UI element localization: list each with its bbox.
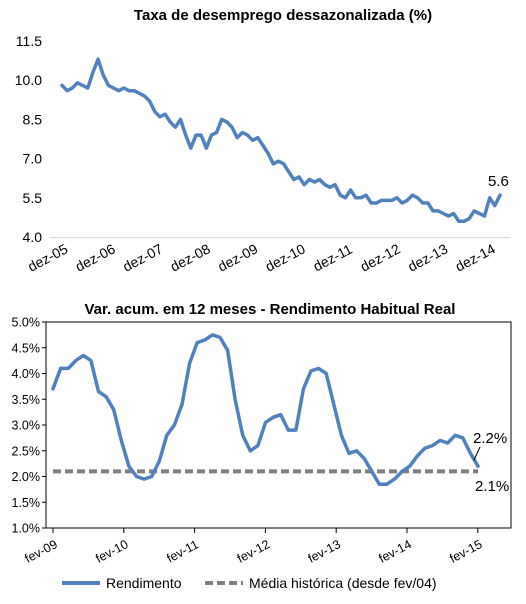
income-y-tick: 1.5%	[12, 496, 41, 510]
unemployment-chart: Taxa de desemprego dessazonalizada (%) 4…	[15, 7, 510, 275]
unemployment-x-tick: dez-05	[25, 240, 70, 274]
unemployment-line	[60, 57, 502, 224]
unemployment-y-tick: 10.0	[15, 72, 42, 88]
unemployment-series	[60, 57, 502, 224]
income-legend: Rendimento Média histórica (desde fev/04…	[62, 575, 437, 591]
unemployment-x-tick: dez-12	[357, 240, 402, 274]
unemployment-x-tick: dez-09	[215, 240, 260, 274]
unemployment-y-tick: 7.0	[23, 151, 43, 167]
income-x-tick: fev-10	[93, 537, 130, 566]
unemployment-y-tick: 11.5	[16, 33, 42, 49]
income-x-tick: fev-13	[306, 537, 343, 566]
income-y-tick: 2.0%	[12, 470, 41, 484]
income-y-tick: 4.5%	[12, 341, 41, 355]
unemployment-x-tick: dez-10	[262, 240, 307, 274]
income-y-tick: 1.0%	[12, 522, 41, 536]
income-y-tick: 3.5%	[12, 393, 41, 407]
income-y-tick: 4.0%	[12, 367, 41, 381]
income-x-tick: fev-09	[22, 537, 59, 566]
unemployment-y-tick: 5.5	[23, 190, 43, 206]
income-average-label: 2.1%	[475, 478, 509, 495]
income-x-tick: fev-15	[447, 537, 484, 566]
income-x-axis: fev-09 fev-10 fev-11 fev-12 fev-13 fev-14 fev-…	[22, 528, 485, 566]
unemployment-x-tick: dez-14	[452, 240, 497, 274]
unemployment-x-tick: dez-11	[310, 241, 355, 275]
legend-label-media-historica: Média histórica (desde fev/04)	[249, 575, 437, 591]
income-y-tick: 5.0%	[12, 316, 41, 330]
unemployment-last-value-label: 5.6	[488, 173, 509, 190]
income-y-tick: 2.5%	[12, 444, 41, 458]
unemployment-y-tick: 8.5	[23, 111, 43, 127]
income-label-leader-line	[473, 446, 481, 461]
unemployment-x-axis: dez-05 dez-06 dez-07 dez-08 dez-09 dez-10 dez-…	[25, 240, 498, 274]
income-y-tick: 3.0%	[12, 419, 41, 433]
unemployment-x-tick: dez-07	[120, 240, 165, 274]
income-last-value-label: 2.2%	[473, 430, 507, 447]
income-chart-title: Var. acum. em 12 meses - Rendimento Habi…	[85, 301, 456, 318]
unemployment-chart-title: Taxa de desemprego dessazonalizada (%)	[134, 7, 432, 24]
income-line	[51, 333, 480, 486]
income-chart: Var. acum. em 12 meses - Rendimento Habi…	[12, 301, 512, 591]
unemployment-y-axis: 4.0 5.5 7.0 8.5 10.0 11.5	[15, 33, 42, 245]
income-x-tick: fev-12	[235, 537, 272, 566]
unemployment-x-tick: dez-08	[167, 240, 212, 274]
unemployment-x-tick: dez-13	[405, 240, 450, 274]
unemployment-y-tick: 4.0	[23, 229, 43, 245]
income-x-tick: fev-11	[165, 537, 201, 565]
income-y-axis: 1.0% 1.5% 2.0% 2.5% 3.0% 3.5% 4.0% 4.5% 5.0%	[12, 316, 46, 536]
income-series	[51, 333, 480, 486]
unemployment-x-tick: dez-06	[72, 240, 117, 274]
legend-label-rendimento: Rendimento	[106, 575, 182, 591]
income-x-tick: fev-14	[376, 537, 413, 566]
